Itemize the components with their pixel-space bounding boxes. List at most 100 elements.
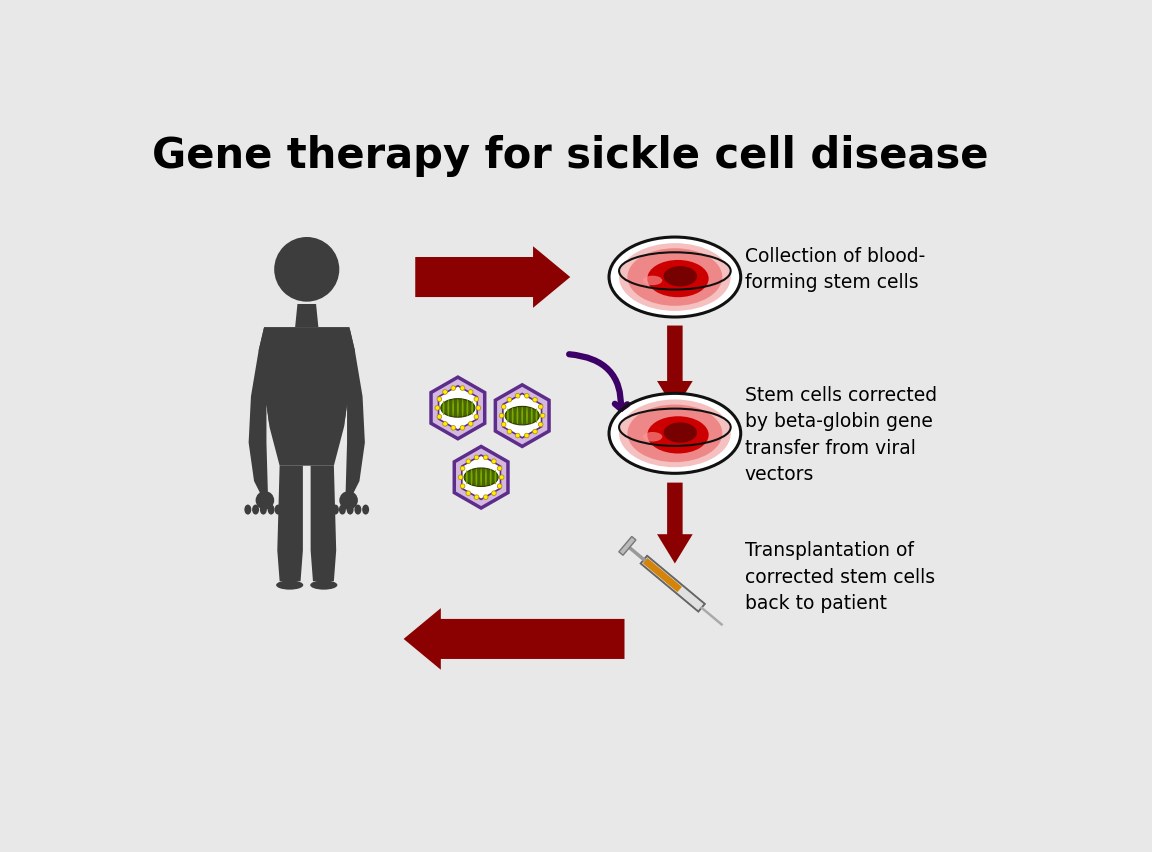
Ellipse shape — [462, 400, 463, 417]
Circle shape — [532, 429, 537, 434]
Ellipse shape — [347, 504, 354, 515]
Ellipse shape — [441, 399, 475, 417]
Circle shape — [499, 413, 503, 418]
Circle shape — [476, 406, 480, 411]
Polygon shape — [643, 558, 682, 592]
Circle shape — [460, 425, 464, 430]
Polygon shape — [295, 304, 318, 327]
Ellipse shape — [471, 469, 472, 486]
Ellipse shape — [531, 407, 532, 423]
Ellipse shape — [628, 405, 722, 462]
Ellipse shape — [507, 408, 509, 423]
Circle shape — [437, 414, 441, 419]
Ellipse shape — [260, 504, 267, 515]
Ellipse shape — [643, 432, 662, 441]
Ellipse shape — [457, 399, 458, 417]
Circle shape — [450, 386, 456, 390]
Ellipse shape — [536, 408, 538, 423]
Ellipse shape — [511, 407, 514, 423]
Ellipse shape — [619, 400, 730, 467]
Circle shape — [450, 425, 456, 430]
Circle shape — [475, 414, 479, 419]
Polygon shape — [619, 537, 636, 556]
Circle shape — [540, 413, 545, 418]
Circle shape — [467, 491, 471, 496]
Circle shape — [524, 433, 529, 438]
Text: Transplantation of
corrected stem cells
back to patient: Transplantation of corrected stem cells … — [744, 541, 934, 613]
Circle shape — [507, 429, 511, 434]
Circle shape — [274, 237, 340, 302]
Ellipse shape — [521, 406, 523, 424]
FancyArrow shape — [403, 608, 624, 670]
Ellipse shape — [490, 469, 492, 486]
Ellipse shape — [647, 260, 708, 297]
Ellipse shape — [453, 400, 454, 417]
Ellipse shape — [471, 400, 473, 415]
Circle shape — [538, 405, 543, 409]
Polygon shape — [259, 327, 355, 466]
Circle shape — [442, 389, 447, 394]
Polygon shape — [249, 327, 270, 497]
Circle shape — [461, 484, 465, 488]
Ellipse shape — [252, 504, 259, 515]
Ellipse shape — [643, 276, 662, 285]
Polygon shape — [344, 327, 365, 497]
Ellipse shape — [465, 470, 468, 485]
Ellipse shape — [467, 400, 469, 416]
Ellipse shape — [464, 468, 498, 486]
Ellipse shape — [647, 417, 708, 453]
Polygon shape — [495, 385, 550, 446]
Ellipse shape — [332, 504, 339, 515]
Polygon shape — [311, 466, 336, 581]
Circle shape — [507, 397, 511, 402]
Circle shape — [484, 455, 488, 459]
Circle shape — [492, 491, 497, 496]
Circle shape — [340, 491, 358, 509]
Polygon shape — [462, 455, 500, 499]
Ellipse shape — [609, 394, 741, 474]
Ellipse shape — [310, 580, 338, 590]
Ellipse shape — [480, 469, 482, 486]
Polygon shape — [454, 446, 508, 508]
FancyArrow shape — [657, 482, 692, 563]
Ellipse shape — [505, 406, 539, 425]
Polygon shape — [641, 556, 705, 612]
Ellipse shape — [355, 504, 362, 515]
Ellipse shape — [339, 504, 346, 515]
Ellipse shape — [442, 400, 445, 415]
FancyArrow shape — [415, 246, 570, 308]
Circle shape — [469, 389, 473, 394]
Circle shape — [499, 475, 503, 480]
Ellipse shape — [494, 470, 497, 485]
Ellipse shape — [526, 407, 528, 424]
Circle shape — [515, 394, 520, 398]
Circle shape — [435, 406, 440, 411]
Polygon shape — [431, 377, 485, 439]
Circle shape — [498, 484, 502, 488]
Circle shape — [524, 394, 529, 398]
Circle shape — [458, 475, 463, 480]
Circle shape — [467, 459, 471, 463]
Circle shape — [475, 397, 479, 401]
Ellipse shape — [516, 407, 518, 424]
Text: Stem cells corrected
by beta-globin gene
transfer from viral
vectors: Stem cells corrected by beta-globin gene… — [744, 386, 937, 484]
Circle shape — [475, 455, 479, 459]
FancyArrow shape — [657, 325, 692, 411]
Circle shape — [442, 422, 447, 426]
Polygon shape — [278, 466, 303, 581]
Ellipse shape — [274, 504, 281, 515]
Circle shape — [460, 386, 464, 390]
Ellipse shape — [619, 243, 730, 311]
Circle shape — [498, 466, 502, 470]
Ellipse shape — [609, 237, 741, 317]
Circle shape — [538, 423, 543, 427]
Text: Gene therapy for sickle cell disease: Gene therapy for sickle cell disease — [152, 135, 988, 176]
Circle shape — [461, 466, 465, 470]
Ellipse shape — [276, 580, 303, 590]
Polygon shape — [503, 394, 541, 438]
Circle shape — [501, 423, 506, 427]
Text: Collection of blood-
forming stem cells: Collection of blood- forming stem cells — [744, 246, 925, 292]
Ellipse shape — [485, 469, 487, 486]
Ellipse shape — [362, 504, 369, 515]
Circle shape — [501, 405, 506, 409]
